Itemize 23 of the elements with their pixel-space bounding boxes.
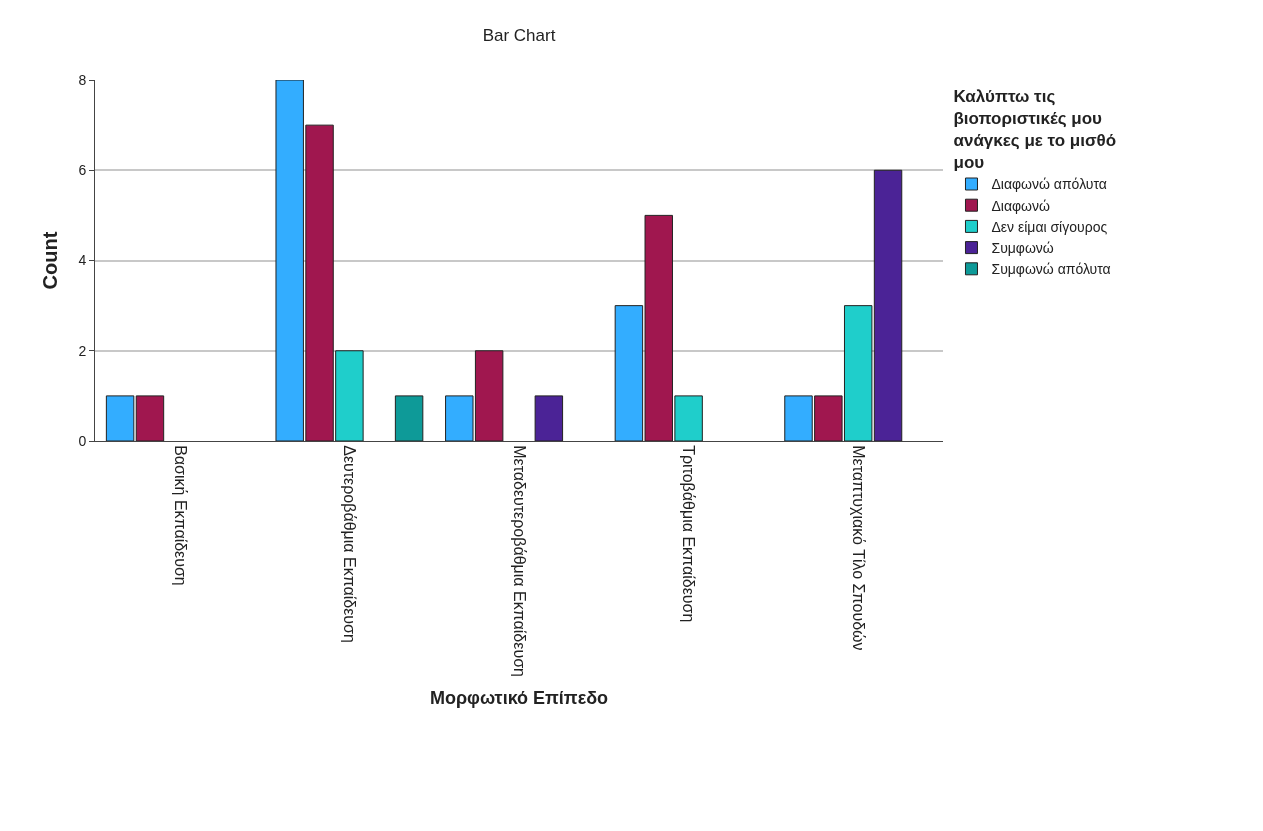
x-tick-label: Δευτεροβάθμια Εκπαίδευση bbox=[341, 445, 359, 643]
y-tick-label: 2 bbox=[78, 342, 87, 359]
legend-label: Διαφωνώ απόλυτα bbox=[991, 176, 1107, 193]
x-tick-label: Βασική Εκπαίδευση bbox=[171, 445, 189, 586]
x-tick-label: Μεταπτυχιακό Τίλο Σπουδών bbox=[850, 445, 867, 651]
legend-label: Διαφωνώ bbox=[991, 197, 1051, 214]
x-tick-label: Τριτοβάθμια Εκπαίδευση bbox=[680, 445, 698, 623]
y-tick-label: 4 bbox=[78, 252, 87, 269]
legend-title: Καλύπτω τις βιοποριστικές μου ανάγκες με το μισθό μου bbox=[953, 87, 1117, 173]
x-axis-title: Μορφωτικό Επίπεδο bbox=[429, 688, 609, 709]
x-tick-label: Μεταδευτεροβάθμια Εκπαίδευση bbox=[510, 445, 528, 677]
bar bbox=[135, 395, 165, 441]
legend-label: Συμφωνώ bbox=[991, 240, 1054, 257]
y-tick-label: 6 bbox=[78, 162, 87, 179]
y-tick-label: 8 bbox=[78, 71, 87, 88]
y-axis-title: Count bbox=[38, 231, 61, 290]
bar bbox=[534, 395, 564, 441]
y-tick-label: 0 bbox=[78, 432, 87, 449]
bar bbox=[105, 395, 135, 441]
legend-label: Δεν είμαι σίγουρος bbox=[991, 218, 1108, 235]
bar bbox=[394, 395, 424, 441]
chart-title: Bar Chart bbox=[482, 25, 556, 45]
legend-label: Συμφωνώ απόλυτα bbox=[991, 261, 1111, 278]
